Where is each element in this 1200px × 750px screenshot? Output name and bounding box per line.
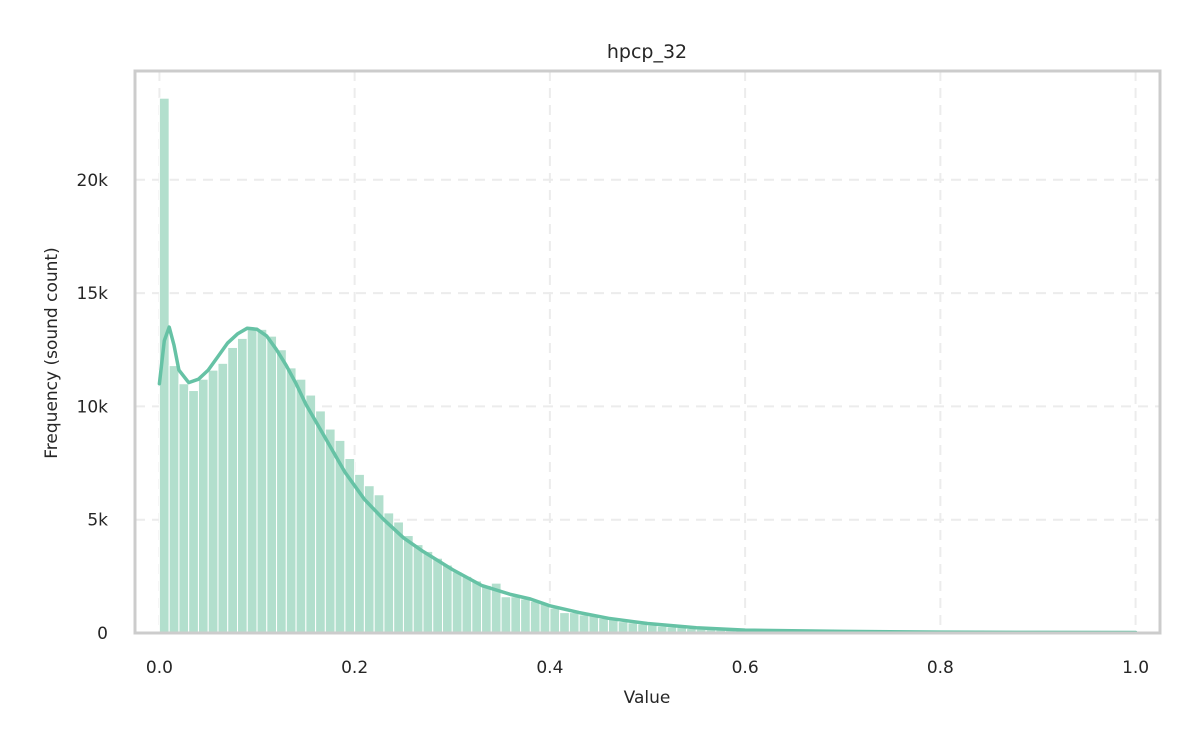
histogram-bar bbox=[422, 550, 434, 634]
histogram-bar bbox=[578, 614, 590, 634]
histogram-bar bbox=[432, 557, 444, 634]
histogram-bar bbox=[617, 621, 629, 634]
x-tick-label: 0.2 bbox=[341, 658, 368, 678]
histogram-bar bbox=[500, 596, 512, 634]
histogram-bar bbox=[598, 617, 609, 634]
x-tick-label: 0.4 bbox=[536, 658, 563, 678]
histogram-bar bbox=[197, 378, 209, 634]
histogram-bar bbox=[568, 612, 580, 634]
histogram-bar bbox=[217, 362, 229, 634]
histogram-bar bbox=[549, 607, 561, 634]
histogram-bar bbox=[588, 615, 600, 634]
y-tick-label: 20k bbox=[77, 171, 109, 191]
histogram-bar bbox=[529, 600, 541, 634]
histogram-bar bbox=[520, 598, 531, 634]
histogram-bar bbox=[471, 580, 483, 634]
histogram-bar bbox=[266, 335, 278, 634]
y-tick-label: 10k bbox=[77, 397, 109, 417]
histogram-bar bbox=[412, 544, 424, 634]
histogram-bar bbox=[305, 394, 317, 634]
histogram-bar bbox=[402, 535, 414, 634]
kde-curve bbox=[157, 325, 1138, 635]
histogram-bar bbox=[442, 564, 453, 634]
histogram-bar bbox=[324, 428, 336, 634]
histogram-bar bbox=[627, 622, 639, 634]
histogram-bar bbox=[295, 378, 307, 634]
y-axis-ticks: 0 5k 10k 15k 20k bbox=[77, 171, 109, 644]
histogram-bar bbox=[461, 575, 473, 634]
histogram-bar bbox=[481, 584, 492, 634]
x-tick-label: 0.6 bbox=[732, 658, 759, 678]
histogram-bar bbox=[539, 603, 551, 634]
x-tick-label: 1.0 bbox=[1122, 658, 1149, 678]
histogram-bar bbox=[246, 326, 258, 634]
histogram-bar bbox=[207, 369, 219, 634]
histogram-bar bbox=[178, 383, 190, 634]
histogram-bar bbox=[188, 390, 199, 634]
histogram-bar bbox=[451, 571, 463, 634]
x-tick-label: 0.8 bbox=[927, 658, 954, 678]
y-tick-label: 0 bbox=[97, 624, 108, 644]
histogram-bars bbox=[158, 97, 1137, 634]
histogram-bar bbox=[559, 612, 570, 634]
histogram-bar bbox=[607, 618, 619, 634]
histogram-bar bbox=[256, 328, 268, 634]
plot-frame bbox=[133, 69, 1162, 635]
histogram-bar bbox=[383, 512, 395, 634]
x-axis-label: Value bbox=[624, 688, 671, 708]
y-tick-label: 5k bbox=[87, 511, 108, 531]
histogram-bar bbox=[227, 346, 239, 634]
histogram-bar bbox=[510, 596, 522, 634]
chart-title: hpcp_32 bbox=[607, 41, 687, 63]
histogram-bar bbox=[168, 365, 180, 634]
y-axis-label: Frequency (sound count) bbox=[42, 247, 62, 458]
histogram-bar bbox=[276, 349, 287, 634]
histogram-bar bbox=[237, 337, 248, 634]
histogram-bar bbox=[315, 410, 326, 634]
x-axis-ticks: 0.0 0.2 0.4 0.6 0.8 1.0 bbox=[146, 658, 1149, 678]
x-tick-label: 0.0 bbox=[146, 658, 173, 678]
histogram-bar bbox=[285, 367, 297, 634]
y-tick-label: 15k bbox=[77, 284, 109, 304]
